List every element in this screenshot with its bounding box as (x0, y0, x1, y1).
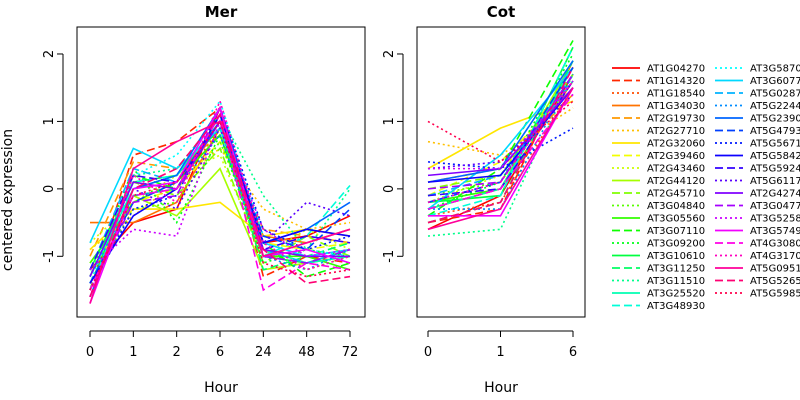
legend-label: AT1G14320 (647, 76, 705, 87)
series-line (427, 87, 574, 177)
series-line (427, 53, 574, 210)
legend-label: AT3G05560 (647, 214, 705, 225)
legend-label: AT3G0477 (750, 201, 800, 212)
y-axis-label: centered expression (0, 129, 16, 271)
x-tick-label: 1 (129, 345, 137, 360)
y-tick-label: 2 (382, 50, 397, 58)
legend-label: AT3G10610 (647, 251, 705, 262)
panel-mer-lines (89, 98, 351, 304)
x-tick-label: 1 (496, 345, 504, 360)
legend-label: AT3G6077 (750, 76, 800, 87)
x-tick-label: 6 (216, 345, 224, 360)
legend-label: AT2G4274 (750, 189, 800, 200)
legend-label: AT5G5671 (750, 139, 800, 150)
series-line (427, 46, 574, 217)
series-line (427, 73, 574, 231)
panel-mer-y-axis: -1 0 1 2 (42, 50, 64, 263)
legend-label: AT2G32060 (647, 139, 705, 150)
legend-label: AT5G5985 (750, 289, 800, 300)
y-tick-label: 2 (42, 50, 57, 58)
legend-label: AT2G44120 (647, 176, 705, 187)
x-tick-label: 6 (569, 345, 577, 360)
series-line (89, 113, 351, 298)
legend-label: AT4G3170 (750, 251, 800, 262)
series-line (89, 120, 351, 304)
legend-label: AT2G27710 (647, 126, 705, 137)
series-line (427, 80, 574, 204)
x-tick-label: 48 (298, 345, 315, 360)
panel-mer-title: Mer (205, 3, 238, 21)
legend-label: AT3G5258 (750, 214, 800, 225)
series-line (427, 100, 574, 163)
series-line (427, 93, 574, 210)
legend-label: AT5G5924 (750, 164, 800, 175)
legend-label: AT5G5842 (750, 151, 800, 162)
panel-mer: Mer 0 1 2 6 24 48 72 -1 0 1 2 Hour (42, 3, 366, 396)
panel-cot-lines (427, 40, 574, 237)
panel-cot: Cot 0 1 6 -1 0 1 2 Hour (382, 3, 586, 396)
panel-mer-x-axis: 0 1 2 6 24 48 72 (86, 330, 359, 360)
y-tick-label: -1 (42, 250, 57, 263)
y-tick-label: 0 (382, 185, 397, 193)
legend-label: AT3G04840 (647, 201, 705, 212)
series-line (89, 105, 351, 304)
x-tick-label: 72 (342, 345, 359, 360)
y-tick-label: 0 (42, 185, 57, 193)
legend-label: AT3G09200 (647, 239, 705, 250)
panel-cot-frame (416, 26, 586, 318)
series-line (427, 73, 574, 237)
legend-label: AT4G3080 (750, 239, 800, 250)
legend-label: AT1G18540 (647, 89, 705, 100)
legend-label: AT2G45710 (647, 189, 705, 200)
legend-label: AT5G2390 (750, 114, 800, 125)
legend-label: AT5G4793 (750, 126, 800, 137)
legend-label: AT5G0287 (750, 89, 800, 100)
x-tick-label: 2 (173, 345, 181, 360)
x-tick-label: 24 (255, 345, 272, 360)
legend-label: AT3G5870 (750, 64, 800, 75)
legend-label: AT2G39460 (647, 151, 705, 162)
legend-label: AT3G11250 (647, 264, 705, 275)
panel-mer-frame (76, 26, 366, 318)
legend-label: AT3G48930 (647, 301, 705, 312)
legend-label: AT5G0951 (750, 264, 800, 275)
y-tick-label: -1 (382, 250, 397, 263)
panel-mer-x-axis-label: Hour (204, 380, 238, 396)
legend-label: AT2G19730 (647, 114, 705, 125)
panel-cot-x-axis-label: Hour (484, 380, 518, 396)
series-line (427, 87, 574, 231)
legend-label: AT5G6117 (750, 176, 800, 187)
series-line (427, 60, 574, 210)
legend-label: AT3G11510 (647, 276, 705, 287)
series-line (89, 113, 351, 277)
legend-label: AT5G5265 (750, 276, 800, 287)
y-tick-label: 1 (382, 117, 397, 125)
series-line (427, 107, 574, 156)
legend-label: AT1G04270 (647, 64, 705, 75)
x-tick-label: 0 (424, 345, 432, 360)
series-line (89, 105, 351, 291)
panel-cot-x-axis: 0 1 6 (424, 330, 577, 360)
y-tick-label: 1 (42, 117, 57, 125)
x-tick-label: 0 (86, 345, 94, 360)
legend-label: AT3G5749 (750, 226, 800, 237)
legend-label: AT1G34030 (647, 101, 705, 112)
legend-label: AT3G07110 (647, 226, 705, 237)
legend-label: AT5G2244 (750, 101, 800, 112)
panel-cot-y-axis: -1 0 1 2 (382, 50, 404, 263)
panel-cot-title: Cot (487, 3, 515, 21)
legend-label: AT2G43460 (647, 164, 705, 175)
legend-label: AT3G25520 (647, 289, 705, 300)
series-line (427, 67, 574, 224)
